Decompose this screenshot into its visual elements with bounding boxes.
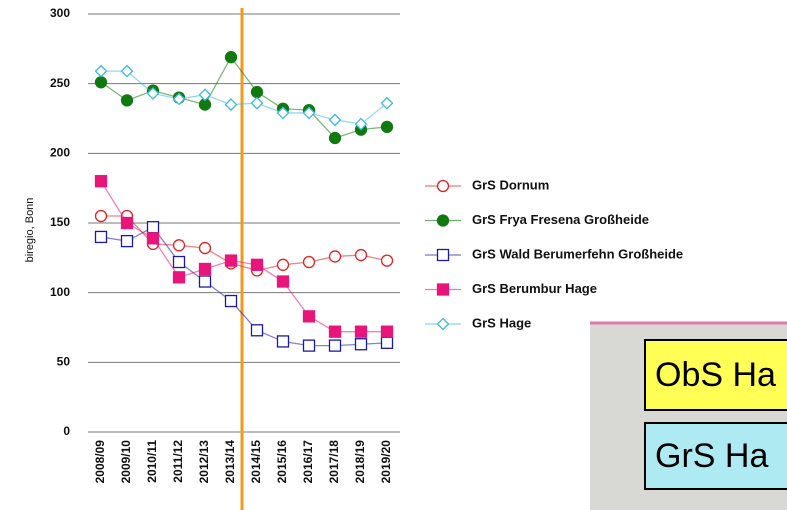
chart: ObS Ha GrS Ha biregio, Bonn 0 50 100 150 200… [0, 0, 787, 510]
point [304, 311, 315, 322]
legend-symbol [438, 215, 449, 226]
legend-symbol [438, 319, 449, 330]
point [304, 257, 315, 268]
point [278, 276, 289, 287]
x-tick-label: 2011/12 [171, 440, 185, 483]
point [330, 326, 341, 337]
point [252, 325, 263, 336]
point [226, 52, 237, 63]
point [330, 114, 341, 125]
x-tick-label: 2016/17 [301, 440, 315, 484]
point [356, 339, 367, 350]
map-label: ObS Ha [655, 356, 776, 394]
series-line [101, 227, 387, 345]
y-tick-label: 150 [50, 215, 70, 229]
x-tick-label: 2010/11 [145, 440, 159, 483]
map-inset: ObS Ha GrS Ha [590, 322, 787, 510]
point [226, 296, 237, 307]
x-tick-label: 2015/16 [275, 440, 289, 484]
legend-marker [438, 250, 449, 261]
legend-label: GrS Hage [472, 315, 531, 330]
point [200, 263, 211, 274]
legend-marker [438, 181, 449, 192]
y-tick-label: 200 [50, 146, 70, 160]
point [252, 259, 263, 270]
series-line [101, 57, 387, 138]
legend-marker [438, 319, 449, 330]
point [382, 121, 393, 132]
x-tick-label: 2014/15 [249, 440, 263, 484]
point [252, 87, 263, 98]
point [122, 236, 133, 247]
point [382, 255, 393, 266]
point [226, 255, 237, 266]
point [356, 250, 367, 261]
legend-label: GrS Wald Berumerfehn Großheide [472, 246, 683, 261]
point [122, 218, 133, 229]
map-label: GrS Ha [655, 437, 768, 475]
x-tick-label: 2017/18 [327, 440, 341, 484]
y-tick-label: 300 [50, 6, 70, 20]
y-tick-label: 250 [50, 76, 70, 90]
legend-symbol [438, 250, 449, 261]
y-tick-label: 0 [63, 424, 70, 438]
point [96, 66, 107, 77]
point [304, 340, 315, 351]
point [122, 95, 133, 106]
legend-label: GrS Frya Fresena Großheide [472, 212, 649, 227]
y-axis-label: biregio, Bonn [24, 198, 36, 263]
point [96, 176, 107, 187]
series-line [101, 71, 387, 124]
point [174, 257, 185, 268]
point [278, 336, 289, 347]
point [174, 272, 185, 283]
point [330, 340, 341, 351]
legend-marker [438, 215, 449, 226]
x-tick-label: 2008/09 [93, 440, 107, 484]
point [200, 276, 211, 287]
point [96, 211, 107, 222]
legend-label: GrS Berumbur Hage [472, 281, 597, 296]
point [252, 98, 263, 109]
point [330, 133, 341, 144]
point [174, 240, 185, 251]
legend-label: GrS Dornum [472, 177, 549, 192]
point [382, 326, 393, 337]
legend-marker [438, 284, 449, 295]
point [226, 99, 237, 110]
point [356, 326, 367, 337]
point [382, 337, 393, 348]
point [278, 259, 289, 270]
legend-symbol [438, 181, 449, 192]
x-tick-label: 2019/20 [379, 440, 393, 484]
legend-symbol [438, 284, 449, 295]
x-tick-label: 2012/13 [197, 440, 211, 484]
point [330, 251, 341, 262]
point [96, 231, 107, 242]
point [148, 222, 159, 233]
x-tick-label: 2018/19 [353, 440, 367, 484]
point [96, 77, 107, 88]
point [148, 233, 159, 244]
point [200, 243, 211, 254]
x-tick-label: 2013/14 [223, 440, 237, 484]
x-tick-label: 2009/10 [119, 440, 133, 484]
y-tick-label: 100 [50, 285, 70, 299]
y-tick-label: 50 [57, 355, 71, 369]
